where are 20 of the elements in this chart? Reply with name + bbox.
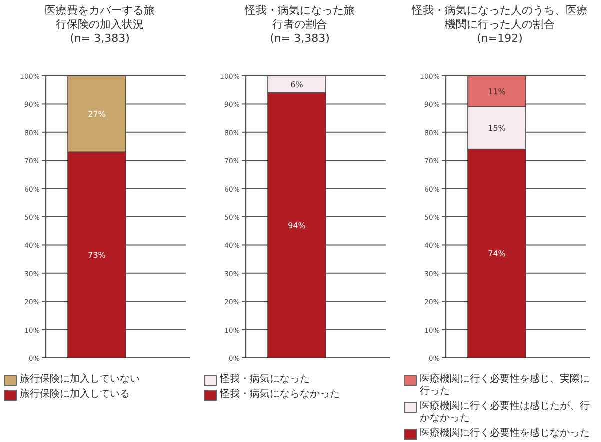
legend-label: 医療機関に行く必要性を感じ、実際に行った <box>420 374 591 398</box>
chart-subtitle: (n= 3,383) <box>269 32 331 46</box>
legend-label: 医療機関に行く必要性を感じなかった <box>420 428 590 440</box>
data-label: 74% <box>488 250 506 259</box>
legend-label: 旅行保険に加入している <box>20 389 130 401</box>
chart-title: 医療費をカバーする旅行保険の加入状況 <box>44 4 156 32</box>
data-label: 27% <box>88 110 106 120</box>
data-label: 11% <box>488 88 506 97</box>
legend-label: 怪我・病気にならなかった <box>220 389 340 401</box>
legend-label: 医療機関に行く必要性は感じたが、行かなかった <box>420 401 591 425</box>
data-label: 6% <box>290 80 304 90</box>
data-label: 94% <box>288 221 306 230</box>
data-label: 15% <box>488 124 506 134</box>
legend-label: 旅行保険に加入していない <box>20 374 140 386</box>
chart-subtitle: (n= 3,383) <box>69 32 131 46</box>
chart-subtitle: (n=192) <box>476 32 524 46</box>
chart-title: 怪我・病気になった人のうち、医療機関に行った人の割合 <box>411 4 589 32</box>
legend-label: 怪我・病気になった <box>220 374 310 386</box>
data-label: 73% <box>88 251 106 260</box>
chart-title: 怪我・病気になった旅行者の割合 <box>244 4 356 32</box>
